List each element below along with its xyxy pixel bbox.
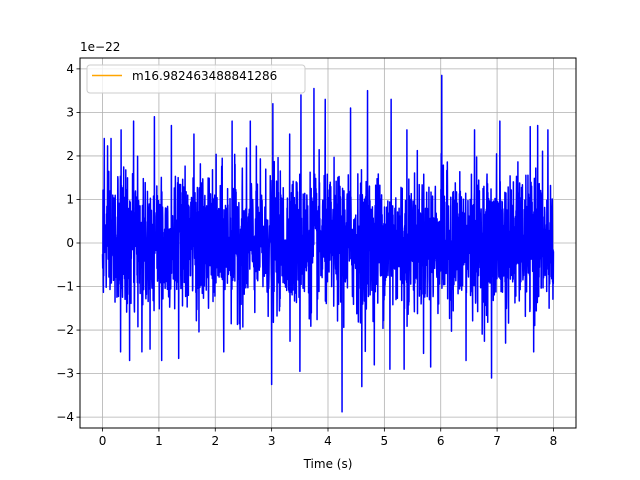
legend-box xyxy=(86,64,306,94)
y-tick-label: 4 xyxy=(66,62,74,76)
plot-area xyxy=(101,74,555,413)
x-axis-label: Time (s) xyxy=(303,457,353,471)
x-tick-label: 4 xyxy=(324,434,332,448)
signal-line xyxy=(101,74,555,413)
x-tick-label: 8 xyxy=(550,434,558,448)
x-tick-label: 6 xyxy=(437,434,445,448)
x-tick-label: 3 xyxy=(268,434,276,448)
y-tick-label: −3 xyxy=(56,367,74,381)
x-tick-label: 0 xyxy=(99,434,107,448)
y-tick-label: −1 xyxy=(56,280,74,294)
x-tick-label: 7 xyxy=(493,434,501,448)
y-tick-label: −4 xyxy=(56,410,74,424)
x-tick-label: 5 xyxy=(381,434,389,448)
legend-entry: m16.982463488841286 xyxy=(132,69,277,83)
y-tick-label: 3 xyxy=(66,105,74,119)
x-tick-label: 1 xyxy=(155,434,163,448)
y-tick-label: 2 xyxy=(66,149,74,163)
x-axis: 0 1 2 3 4 5 6 7 8 xyxy=(99,428,558,448)
x-tick-label: 2 xyxy=(211,434,219,448)
y-offset-text: 1e−22 xyxy=(80,40,120,54)
y-tick-label: 1 xyxy=(66,192,74,206)
y-tick-label: −2 xyxy=(56,323,74,337)
legend: m16.982463488841286 xyxy=(86,64,306,94)
y-tick-label: 0 xyxy=(66,236,74,250)
y-axis: −4 −3 −2 −1 0 1 2 3 4 xyxy=(56,62,80,424)
